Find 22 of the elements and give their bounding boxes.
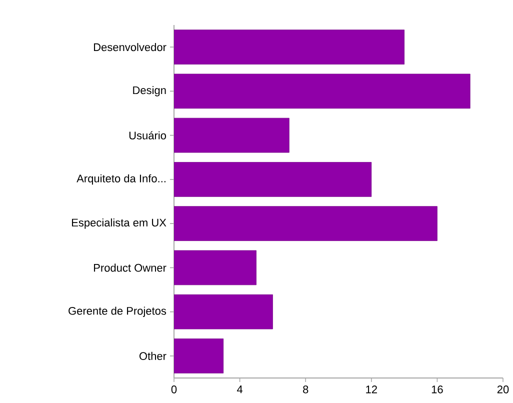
bar: [174, 162, 372, 197]
bar: [174, 118, 290, 153]
y-tick-label: Arquiteto da Info...: [76, 174, 166, 185]
x-tick-label: 20: [497, 386, 509, 394]
y-tick-label: Product Owner: [94, 264, 166, 272]
bar: [174, 294, 273, 330]
bar: [174, 74, 470, 109]
bar: [174, 250, 256, 286]
bar: [174, 206, 438, 241]
bar: [174, 30, 405, 64]
x-tick-label: 8: [303, 386, 308, 394]
y-tick-label: Design: [133, 86, 166, 96]
y-tick-label: Other: [139, 352, 166, 360]
x-tick-label: 16: [432, 386, 443, 394]
y-tick-label: Especialista em UX: [72, 218, 166, 229]
x-tick-label: 12: [366, 386, 377, 394]
bar: [174, 338, 224, 374]
x-tick-label: 0: [171, 386, 177, 394]
y-tick-label: Usuário: [129, 131, 166, 140]
y-tick-label: Gerente de Projetos: [68, 306, 166, 317]
y-tick-label: Desenvolvedor: [94, 43, 166, 52]
x-tick-label: 4: [236, 386, 243, 394]
